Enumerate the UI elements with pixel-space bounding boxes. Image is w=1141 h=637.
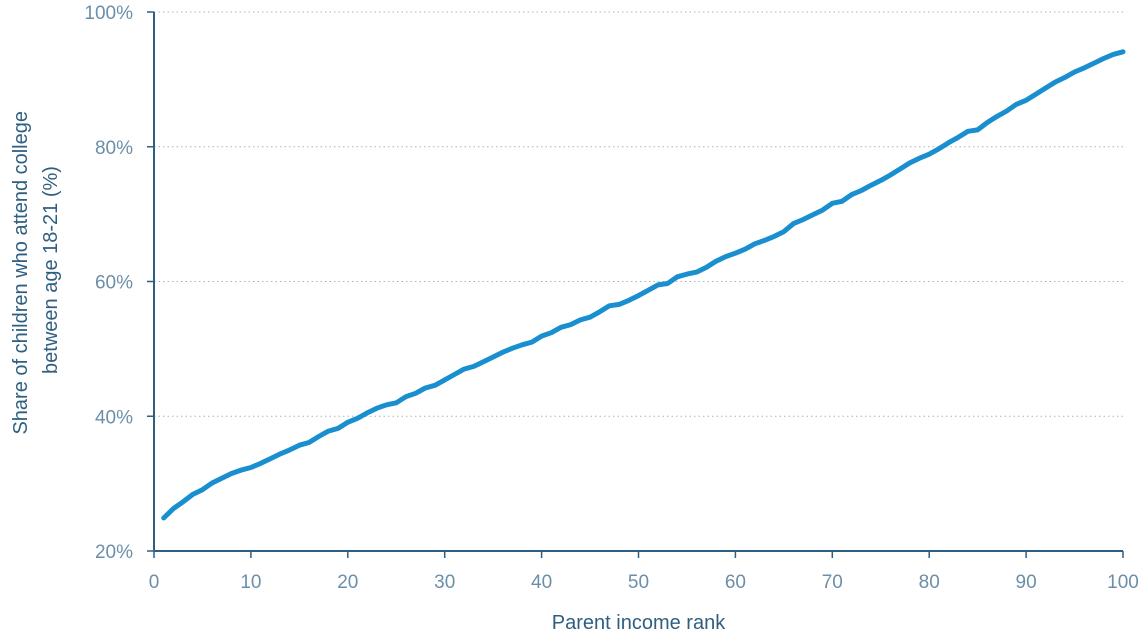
x-tick-label: 30 (434, 572, 455, 593)
y-axis-title-line-2: between age 18-21 (%) (40, 166, 62, 374)
x-tick-label: 0 (149, 572, 160, 593)
y-axis-title: Share of children who attend college bet… (10, 105, 62, 434)
y-tick-label: 100% (84, 3, 133, 24)
series-layer (161, 49, 1126, 521)
x-axis-title: Parent income rank (552, 612, 726, 634)
x-tick-label: 20 (337, 572, 358, 593)
x-axis-ticks: 0 10 20 30 40 50 60 70 80 90 100 (149, 551, 1139, 593)
x-tick-label: 60 (725, 572, 746, 593)
x-tick-label: 40 (531, 572, 552, 593)
series-line (161, 49, 1126, 521)
x-tick-label: 50 (628, 572, 649, 593)
y-tick-label: 80% (95, 138, 133, 159)
x-tick-label: 90 (1016, 572, 1037, 593)
x-tick-label: 10 (240, 572, 261, 593)
y-tick-label: 40% (95, 407, 133, 428)
y-tick-label: 60% (95, 273, 133, 294)
y-axis-title-line-1: Share of children who attend college (10, 111, 32, 435)
x-tick-label: 80 (919, 572, 940, 593)
gridlines (154, 11, 1123, 417)
y-axis-ticks: 20% 40% 60% 80% 100% (84, 3, 154, 563)
y-tick-label: 20% (95, 542, 133, 563)
x-tick-label: 100 (1107, 572, 1139, 593)
x-tick-label: 70 (822, 572, 843, 593)
